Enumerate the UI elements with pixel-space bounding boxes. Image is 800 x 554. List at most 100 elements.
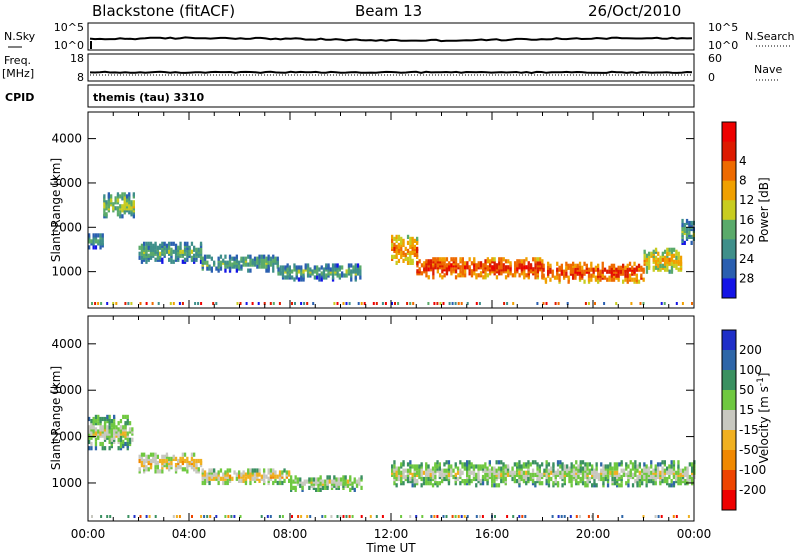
data-cell — [411, 464, 414, 469]
data-cell — [360, 515, 363, 518]
data-cell — [600, 476, 603, 482]
data-cell — [500, 472, 503, 477]
data-cell — [297, 265, 301, 270]
data-cell — [488, 468, 491, 473]
data-cell — [553, 275, 557, 280]
data-cell — [550, 476, 553, 482]
data-cell — [664, 255, 667, 260]
data-cell — [502, 263, 505, 268]
data-cell — [454, 515, 457, 518]
data-cell — [622, 271, 625, 276]
power-colorbar-label: Power [dB] — [757, 177, 771, 242]
data-cell — [600, 468, 603, 473]
data-cell — [534, 460, 537, 465]
data-cell — [411, 258, 414, 263]
data-cell — [119, 435, 123, 440]
data-cell — [587, 302, 590, 305]
data-cell — [593, 481, 596, 486]
data-cell — [330, 515, 333, 518]
data-cell — [538, 468, 541, 473]
data-cell — [491, 476, 494, 482]
data-cell — [253, 256, 257, 261]
data-cell — [99, 416, 102, 422]
data-cell — [258, 254, 261, 259]
colorbar-tick-label: 100 — [739, 363, 762, 377]
data-cell — [92, 241, 95, 246]
data-cell — [269, 302, 272, 305]
data-cell — [143, 452, 146, 457]
data-cell — [679, 476, 682, 482]
data-cell — [393, 464, 396, 469]
data-cell — [114, 196, 117, 201]
data-cell — [494, 515, 496, 518]
colorbar-segment — [722, 200, 736, 221]
data-cell — [208, 480, 211, 486]
data-cell — [193, 463, 196, 468]
data-cell — [416, 261, 419, 266]
data-cell — [442, 302, 445, 305]
data-cell — [119, 194, 122, 199]
data-cell — [224, 268, 227, 273]
colorbar-segment — [722, 219, 736, 240]
data-cell — [297, 277, 301, 282]
data-cell — [138, 245, 141, 250]
data-cell — [513, 479, 516, 484]
data-cell — [642, 267, 645, 272]
data-cell — [99, 233, 102, 238]
data-cell — [551, 515, 554, 518]
data-cell — [320, 265, 323, 270]
data-cell — [422, 476, 426, 482]
data-cell — [563, 515, 566, 518]
data-cell — [495, 275, 499, 280]
data-cell — [402, 481, 405, 486]
data-cell — [313, 265, 316, 270]
data-cell — [300, 275, 303, 280]
x-tick-label: 00:00 — [677, 527, 712, 541]
data-cell — [656, 472, 660, 477]
data-cell — [304, 263, 307, 268]
data-cell — [354, 275, 357, 280]
data-cell — [121, 208, 124, 213]
data-cell — [635, 265, 638, 270]
data-cell — [375, 302, 378, 305]
data-cell — [200, 515, 203, 518]
data-cell — [666, 247, 669, 252]
colorbar-tick-label: 8 — [739, 174, 747, 188]
data-cell — [468, 460, 471, 465]
data-cell — [90, 446, 93, 451]
data-cell — [514, 267, 517, 272]
data-cell — [406, 302, 409, 305]
data-cell — [188, 251, 191, 256]
data-cell — [491, 466, 494, 471]
data-cell — [108, 419, 111, 424]
data-cell — [536, 257, 539, 262]
data-cell — [586, 462, 589, 467]
data-cell — [484, 472, 487, 477]
data-cell — [545, 460, 548, 465]
data-cell — [293, 267, 296, 272]
data-cell — [397, 258, 401, 263]
data-cell — [633, 267, 636, 272]
data-cell — [663, 468, 666, 473]
data-cell — [290, 475, 293, 480]
data-cell — [536, 302, 539, 305]
data-cell — [319, 487, 322, 492]
data-cell — [679, 259, 683, 264]
data-cell — [402, 250, 405, 255]
data-cell — [475, 263, 478, 268]
data-cell — [685, 218, 689, 224]
data-cell — [675, 249, 678, 254]
data-cell — [172, 241, 175, 246]
data-cell — [590, 277, 593, 282]
data-cell — [315, 487, 318, 492]
data-cell — [602, 472, 605, 477]
data-cell — [404, 468, 407, 473]
data-cell — [561, 472, 564, 477]
data-cell — [346, 483, 350, 488]
data-cell — [661, 460, 664, 465]
data-cell — [233, 256, 236, 261]
data-cell — [212, 302, 215, 305]
data-cell — [183, 452, 187, 457]
data-cell — [288, 273, 291, 278]
